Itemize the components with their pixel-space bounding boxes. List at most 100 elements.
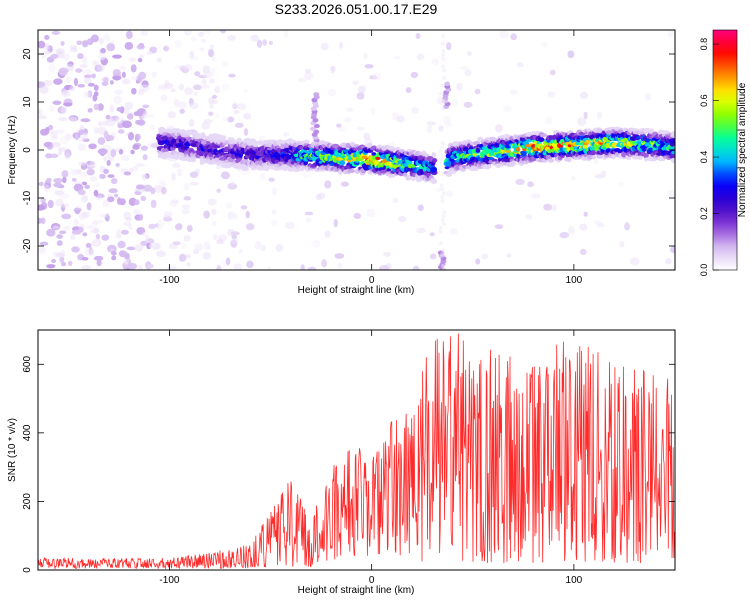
heatmap-cell [643, 152, 649, 159]
heatmap-cell [333, 218, 338, 228]
heatmap-cell [113, 95, 123, 104]
heatmap-cell [142, 104, 150, 109]
heatmap-cell [604, 142, 611, 149]
heatmap-cell [71, 177, 77, 182]
heatmap-cell [189, 171, 199, 178]
heatmap-cell [624, 222, 631, 231]
heatmap-cell [671, 137, 675, 142]
heatmap-cell [398, 215, 407, 223]
heatmap-cell [120, 154, 131, 161]
heatmap-cell [86, 224, 95, 229]
heatmap-cell [131, 75, 139, 81]
x-tick-label: 0 [369, 275, 375, 286]
heatmap-cell [193, 91, 199, 97]
heatmap-cell [109, 104, 114, 113]
heatmap-cell [303, 160, 308, 166]
heatmap-cell [440, 83, 445, 88]
heatmap-cell [91, 238, 102, 247]
heatmap-cell [431, 58, 439, 66]
heatmap-cell [71, 246, 80, 253]
y-tick-label: 10 [22, 96, 33, 108]
heatmap-cell [440, 141, 445, 146]
heatmap-cell [619, 240, 625, 248]
heatmap-cell [363, 132, 371, 141]
heatmap-cell [207, 198, 217, 206]
heatmap-cell [503, 105, 512, 113]
heatmap-cell [39, 246, 46, 254]
heatmap-cell [178, 101, 188, 110]
heatmap-cell [160, 94, 168, 102]
heatmap-cell [321, 259, 328, 268]
heatmap-cell [137, 89, 145, 95]
heatmap-cell [670, 245, 675, 254]
heatmap-cell [232, 139, 238, 144]
heatmap-cell [167, 111, 177, 119]
heatmap-cell [51, 130, 58, 139]
heatmap-cell [300, 264, 305, 270]
heatmap-cell [255, 151, 263, 156]
heatmap-cell [186, 262, 191, 267]
heatmap-cell [444, 165, 450, 170]
heatmap-cell [438, 91, 443, 96]
heatmap-cell [184, 30, 192, 36]
heatmap-cell [170, 199, 180, 204]
heatmap-cell [583, 211, 588, 217]
colorbar-tick-label: 0.2 [699, 207, 709, 220]
y-tick-label: 0 [22, 147, 33, 153]
heatmap-cell [644, 93, 652, 101]
heatmap-cell [259, 172, 266, 180]
heatmap-cell [62, 102, 73, 107]
snr-frame [37, 329, 676, 571]
heatmap-cell [115, 116, 126, 125]
heatmap-cell [58, 117, 68, 122]
heatmap-cell [77, 83, 86, 88]
heatmap-cell [521, 151, 527, 155]
heatmap-cell [201, 38, 207, 43]
heatmap-cell [596, 127, 603, 133]
heatmap-cell [452, 98, 459, 107]
heatmap-cell [648, 128, 655, 134]
heatmap-cell [178, 253, 187, 262]
heatmap-cell [135, 163, 145, 167]
heatmap-cell [268, 40, 274, 46]
heatmap-cell [201, 121, 211, 130]
heatmap-cell [65, 76, 72, 83]
heatmap-cell [216, 265, 222, 270]
x-tick-label: 100 [566, 275, 583, 286]
heatmap-cell [222, 61, 229, 67]
heatmap-cell [441, 64, 446, 69]
heatmap-cell [230, 153, 236, 160]
heatmap-cell [65, 63, 75, 72]
heatmap-cell [181, 209, 190, 215]
heatmap-cell [209, 44, 214, 50]
heatmap-cell [596, 111, 602, 120]
heatmap-cell [579, 223, 588, 231]
heatmap-cells [38, 30, 675, 270]
heatmap-cell [114, 193, 119, 198]
heatmap-cell [596, 154, 604, 159]
heatmap-cell [429, 232, 435, 237]
colorbar-label: Normalized spectral amplitude [737, 82, 748, 217]
heatmap-cell [357, 85, 366, 94]
heatmap-cell [124, 216, 133, 222]
heatmap-cell [441, 191, 446, 196]
heatmap-cell [140, 195, 147, 202]
heatmap-cell [176, 168, 183, 177]
heatmap-cell [120, 229, 129, 235]
heatmap-cell [183, 183, 190, 191]
heatmap-cell [49, 105, 55, 112]
heatmap-cell [266, 146, 274, 151]
heatmap-cell [268, 177, 275, 182]
heatmap-cell [200, 84, 211, 89]
heatmap-cell [42, 79, 53, 87]
heatmap-cell [334, 253, 345, 259]
heatmap-cell [89, 175, 98, 182]
heatmap-cell [86, 202, 92, 211]
heatmap-cell [337, 125, 347, 133]
heatmap-cell [73, 77, 79, 87]
heatmap-cell [80, 171, 88, 178]
heatmap-cell [70, 234, 76, 241]
heatmap-cell [250, 34, 259, 42]
heatmap-cell [495, 124, 503, 133]
